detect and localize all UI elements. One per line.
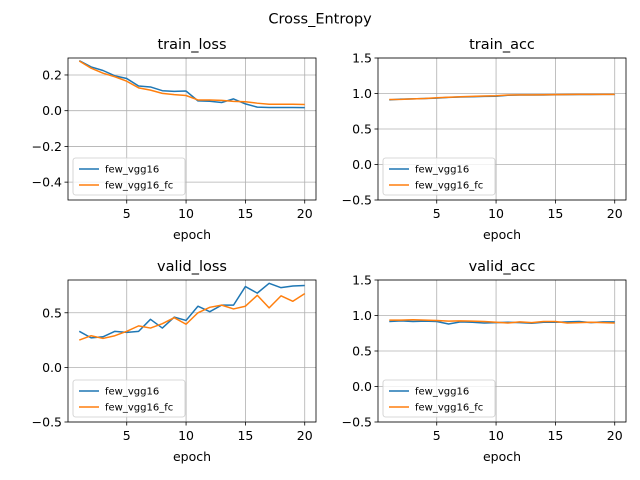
legend: few_vgg16 few_vgg16_fc — [382, 157, 496, 196]
y-tick-label: 1.5 — [352, 51, 372, 66]
legend: few_vgg16 few_vgg16_fc — [72, 379, 186, 418]
legend-label: few_vgg16_fc — [415, 403, 483, 414]
x-tick-label: 5 — [123, 428, 131, 443]
y-tick-label: 1.0 — [352, 86, 372, 101]
x-tick-label: 20 — [607, 428, 623, 443]
x-axis-label: epoch — [483, 449, 521, 464]
y-tick-label: −0.5 — [32, 415, 62, 430]
y-tick-label: 0.0 — [352, 379, 372, 394]
x-tick-label: 20 — [297, 428, 313, 443]
legend-box — [382, 379, 496, 418]
legend-box — [382, 157, 496, 196]
x-tick-label: 10 — [178, 428, 194, 443]
y-tick-label: 0.5 — [42, 305, 62, 320]
y-tick-label: 1.0 — [352, 308, 372, 323]
x-tick-label: 5 — [433, 428, 441, 443]
y-tick-label: −0.4 — [32, 175, 62, 190]
x-tick-label: 10 — [488, 206, 504, 221]
y-tick-label: 0.0 — [42, 103, 62, 118]
legend-label: few_vgg16 — [415, 387, 469, 398]
figure-suptitle: Cross_Entropy — [268, 12, 372, 28]
legend-label: few_vgg16 — [415, 165, 469, 176]
legend-label: few_vgg16 — [105, 165, 159, 176]
x-tick-label: 15 — [547, 428, 563, 443]
y-tick-label: 0.0 — [352, 157, 372, 172]
subplot-title: valid_acc — [469, 259, 536, 275]
x-tick-label: 15 — [547, 206, 563, 221]
y-tick-label: 0.5 — [352, 122, 372, 137]
y-tick-label: −0.2 — [32, 139, 62, 154]
y-tick-label: 1.5 — [352, 273, 372, 288]
series-line-few-vgg16 — [78, 60, 305, 109]
legend: few_vgg16 few_vgg16_fc — [72, 157, 186, 196]
legend-label: few_vgg16_fc — [415, 181, 483, 192]
series-line-few-vgg16-fc — [389, 93, 615, 101]
x-axis-label: epoch — [483, 227, 521, 242]
subplot-title: train_loss — [157, 37, 226, 53]
axes-frame — [67, 57, 317, 201]
series-line-few-vgg16-fc — [389, 319, 615, 324]
legend-box — [72, 379, 186, 418]
series-line-few-vgg16-fc — [79, 293, 306, 341]
series-line-few-vgg16 — [78, 282, 305, 339]
x-tick-label: 10 — [488, 428, 504, 443]
x-tick-label: 15 — [237, 428, 253, 443]
legend-label: few_vgg16 — [105, 387, 159, 398]
x-tick-label: 15 — [237, 206, 253, 221]
subplot-title: valid_loss — [157, 259, 227, 275]
y-tick-label: 0.5 — [352, 344, 372, 359]
legend-label: few_vgg16_fc — [105, 181, 173, 192]
legend-box — [72, 157, 186, 196]
x-tick-label: 20 — [607, 206, 623, 221]
y-tick-label: 0.0 — [42, 360, 62, 375]
x-tick-label: 5 — [433, 206, 441, 221]
legend: few_vgg16 few_vgg16_fc — [382, 379, 496, 418]
x-tick-label: 20 — [297, 206, 313, 221]
x-axis-label: epoch — [173, 449, 211, 464]
y-tick-label: 0.2 — [42, 67, 62, 82]
legend-label: few_vgg16_fc — [105, 403, 173, 414]
y-tick-label: −0.5 — [342, 415, 372, 430]
x-tick-label: 5 — [123, 206, 131, 221]
axes-frame — [67, 279, 317, 423]
x-axis-label: epoch — [173, 227, 211, 242]
series-line-few-vgg16-fc — [78, 60, 305, 106]
subplot-title: train_acc — [469, 37, 535, 53]
x-tick-label: 10 — [178, 206, 194, 221]
y-tick-label: −0.5 — [342, 193, 372, 208]
